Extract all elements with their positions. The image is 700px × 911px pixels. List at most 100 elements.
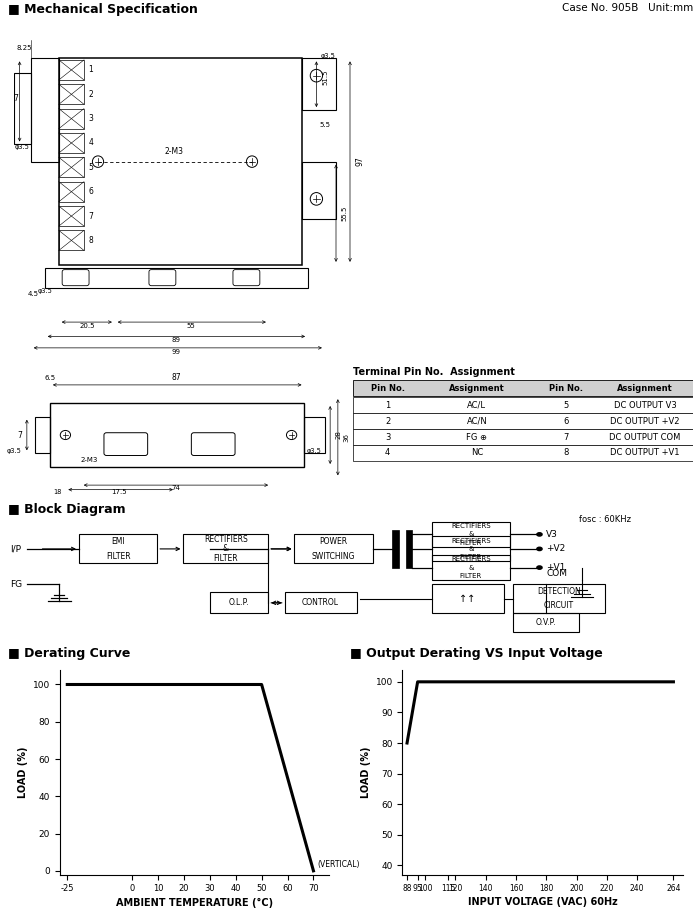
Bar: [354, 445, 693, 461]
Text: fosc : 60KHz: fosc : 60KHz: [579, 515, 631, 524]
Bar: [295, 535, 373, 563]
Y-axis label: LOAD (%): LOAD (%): [18, 746, 29, 798]
Bar: [285, 592, 356, 613]
Text: DC OUTPUT V3: DC OUTPUT V3: [614, 401, 676, 410]
Text: φ3.5: φ3.5: [7, 448, 22, 455]
Bar: [59, 108, 84, 128]
Text: ■ Output Derating VS Input Voltage: ■ Output Derating VS Input Voltage: [350, 647, 603, 660]
Text: 97: 97: [356, 157, 365, 167]
Bar: [59, 230, 84, 251]
Text: FILTER: FILTER: [106, 552, 130, 560]
Bar: [59, 58, 302, 265]
Bar: [354, 380, 693, 396]
Y-axis label: LOAD (%): LOAD (%): [361, 746, 372, 798]
Text: 5.5: 5.5: [319, 122, 330, 128]
Bar: [59, 158, 84, 178]
Bar: [14, 73, 31, 145]
Text: 55.5: 55.5: [342, 206, 348, 220]
Bar: [513, 584, 605, 613]
Text: Assignment: Assignment: [449, 384, 505, 393]
Text: 18: 18: [53, 489, 62, 496]
Text: FILTER: FILTER: [460, 539, 482, 546]
Text: 7: 7: [13, 95, 18, 104]
Bar: [50, 403, 304, 466]
Text: DETECTION: DETECTION: [537, 587, 581, 596]
Text: 2: 2: [385, 416, 391, 425]
Text: 51.5: 51.5: [322, 70, 328, 86]
Text: EMI: EMI: [111, 537, 125, 547]
Text: COM: COM: [546, 569, 567, 578]
Circle shape: [537, 548, 542, 550]
Text: ■ Derating Curve: ■ Derating Curve: [8, 647, 131, 660]
Bar: [209, 592, 268, 613]
Circle shape: [537, 533, 542, 536]
Circle shape: [537, 566, 542, 569]
Bar: [432, 522, 510, 547]
Text: 8: 8: [564, 448, 569, 457]
Text: 20.5: 20.5: [79, 322, 95, 329]
Bar: [45, 268, 308, 288]
Text: AC/L: AC/L: [468, 401, 486, 410]
Text: 17.5: 17.5: [111, 489, 127, 496]
Text: Pin No.: Pin No.: [371, 384, 405, 393]
X-axis label: INPUT VOLTAGE (VAC) 60Hz: INPUT VOLTAGE (VAC) 60Hz: [468, 897, 617, 907]
Text: 87: 87: [171, 374, 181, 383]
Text: 55: 55: [186, 322, 195, 329]
Bar: [59, 60, 84, 80]
Bar: [183, 535, 268, 563]
Text: CIRCUIT: CIRCUIT: [544, 601, 574, 610]
Bar: [432, 555, 510, 580]
Text: FG ⊕: FG ⊕: [466, 433, 487, 442]
Text: 2-M3: 2-M3: [164, 148, 183, 157]
X-axis label: AMBIENT TEMPERATURE (°C): AMBIENT TEMPERATURE (°C): [116, 897, 273, 907]
Text: &: &: [223, 545, 229, 553]
Text: φ3.5: φ3.5: [320, 54, 335, 59]
Text: 2-M3: 2-M3: [80, 457, 98, 464]
Text: FG: FG: [10, 579, 22, 589]
Bar: [513, 613, 579, 632]
Text: 7: 7: [88, 211, 93, 220]
Bar: [59, 206, 84, 226]
Text: 74: 74: [172, 485, 181, 491]
Text: 3: 3: [385, 433, 391, 442]
Text: DC OUTPUT +V1: DC OUTPUT +V1: [610, 448, 680, 457]
Text: 4: 4: [385, 448, 391, 457]
Text: Assignment: Assignment: [617, 384, 673, 393]
Text: Case No. 905B   Unit:mm: Case No. 905B Unit:mm: [561, 3, 693, 13]
Text: 1: 1: [88, 66, 93, 75]
Text: RECTIFIERS: RECTIFIERS: [204, 535, 248, 544]
Text: I/P: I/P: [10, 545, 21, 553]
Bar: [34, 416, 50, 453]
Text: NC: NC: [471, 448, 483, 457]
Text: &: &: [468, 565, 474, 570]
Text: φ3.5: φ3.5: [307, 448, 322, 455]
Text: DC OUTPUT +V2: DC OUTPUT +V2: [610, 416, 680, 425]
Text: 4: 4: [88, 138, 93, 148]
Text: 2: 2: [88, 90, 93, 98]
Bar: [59, 181, 84, 201]
Text: Pin No.: Pin No.: [549, 384, 583, 393]
Text: +V1: +V1: [546, 563, 566, 572]
Text: RECTIFIERS: RECTIFIERS: [451, 537, 491, 544]
Bar: [31, 58, 59, 161]
Text: O.V.P.: O.V.P.: [536, 618, 556, 627]
Text: CONTROL: CONTROL: [302, 599, 339, 608]
Bar: [354, 429, 693, 445]
Bar: [405, 530, 412, 568]
Text: Terminal Pin No.  Assignment: Terminal Pin No. Assignment: [354, 367, 515, 377]
Text: FILTER: FILTER: [214, 554, 238, 563]
Bar: [432, 537, 510, 561]
Text: FILTER: FILTER: [460, 573, 482, 578]
Text: ■ Block Diagram: ■ Block Diagram: [8, 503, 126, 516]
Text: 6: 6: [564, 416, 569, 425]
Text: 6.5: 6.5: [44, 375, 55, 382]
Text: 8: 8: [88, 236, 93, 245]
Bar: [59, 84, 84, 105]
Text: FILTER: FILTER: [460, 554, 482, 560]
Text: AC/N: AC/N: [466, 416, 487, 425]
Text: RECTIFIERS: RECTIFIERS: [451, 523, 491, 529]
Text: &: &: [468, 531, 474, 537]
Text: V3: V3: [546, 530, 558, 539]
Bar: [302, 58, 336, 110]
Text: 89: 89: [172, 337, 181, 343]
